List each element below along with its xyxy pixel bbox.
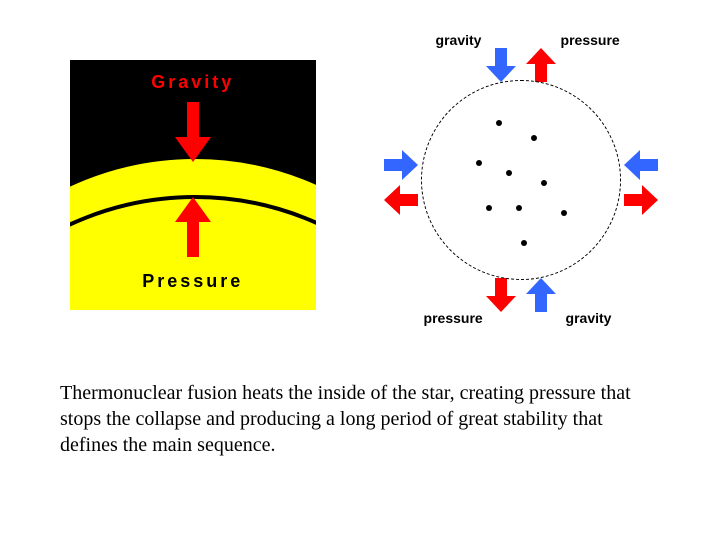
particle-dot: [476, 160, 482, 166]
pressure-label: Pressure: [142, 271, 243, 292]
stellar-layers-diagram: Gravity Pressure: [70, 60, 316, 310]
pressure-arrow-top-icon: [526, 48, 556, 82]
pressure-arrow-left-icon: [384, 185, 418, 215]
pressure-arrow-right-icon: [624, 185, 658, 215]
gravity-label: Gravity: [151, 72, 234, 93]
label-pressure-top: pressure: [561, 32, 620, 48]
label-gravity-bottom: gravity: [566, 310, 612, 326]
label-pressure-bottom: pressure: [424, 310, 483, 326]
pressure-arrow-bottom-icon: [486, 278, 516, 312]
gravity-arrow-down-icon: [175, 102, 211, 167]
gravity-arrow-top-icon: [486, 48, 516, 82]
particle-dot: [531, 135, 537, 141]
particle-dot: [506, 170, 512, 176]
particle-dot: [521, 240, 527, 246]
gravity-arrow-left-icon: [384, 150, 418, 180]
particle-dot: [541, 180, 547, 186]
pressure-arrow-up-icon: [175, 197, 211, 262]
star-circle: [421, 80, 621, 280]
particle-dot: [561, 210, 567, 216]
particle-dot: [516, 205, 522, 211]
gravity-arrow-bottom-icon: [526, 278, 556, 312]
diagrams-row: Gravity Pressure gravity pressure pressu…: [0, 0, 720, 350]
gravity-arrow-right-icon: [624, 150, 658, 180]
label-gravity-top: gravity: [436, 32, 482, 48]
caption-text: Thermonuclear fusion heats the inside of…: [60, 380, 660, 458]
particle-dot: [496, 120, 502, 126]
particle-dot: [486, 205, 492, 211]
force-balance-diagram: gravity pressure pressure gravity: [366, 30, 670, 330]
